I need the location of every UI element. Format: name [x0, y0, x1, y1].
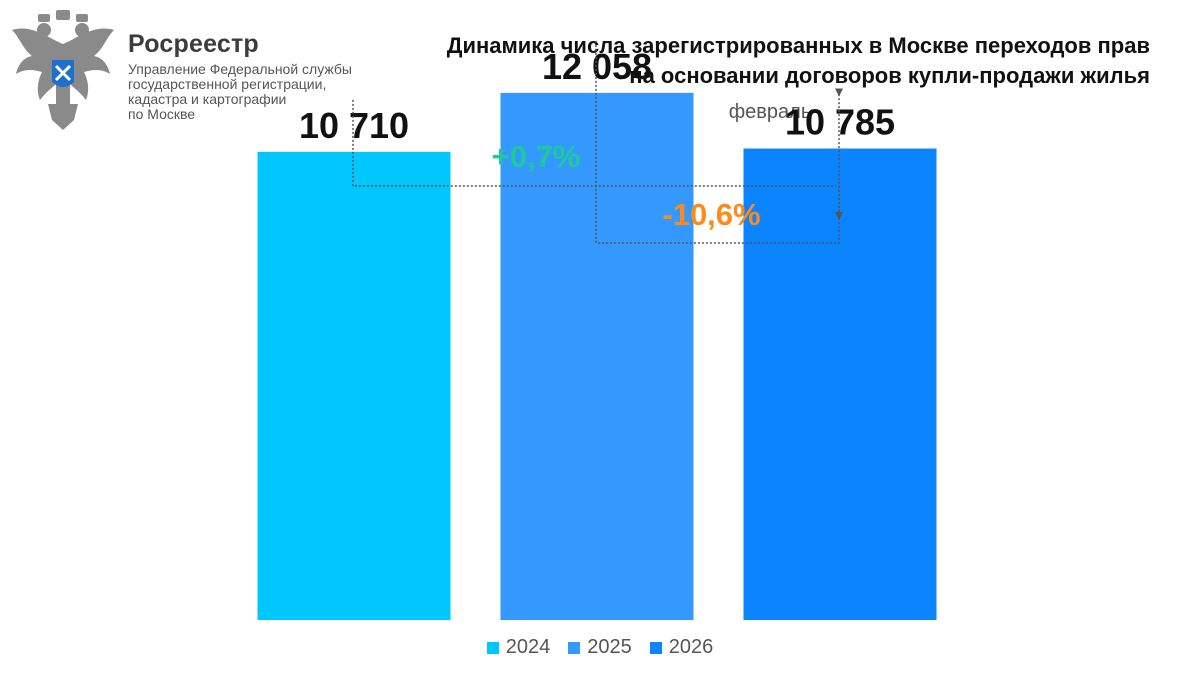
legend-item-2026: 2026	[649, 636, 714, 659]
bar-value-label: 10 785	[785, 102, 895, 143]
org-subtitle-line: кадастра и картографии	[128, 91, 287, 107]
change-bracket	[595, 40, 840, 244]
bar-2025	[500, 92, 694, 621]
chart-title-line: на основании договоров купли-продажи жил…	[629, 63, 1150, 88]
arrow-head-icon	[835, 88, 843, 97]
chart-title-line: Динамика числа зарегистрированных в Моск…	[446, 33, 1150, 58]
org-subtitle-line: Управление Федеральной службы	[128, 61, 352, 77]
emblem-icon	[12, 10, 114, 130]
legend-item-2024: 2024	[486, 636, 551, 659]
org-subtitle: Управление Федеральной службы государств…	[128, 62, 352, 122]
chart-legend: 2024 2025 2026	[0, 636, 1200, 659]
legend-item-2025: 2025	[568, 636, 632, 659]
org-subtitle-line: государственной регистрации,	[128, 76, 327, 92]
org-subtitle-line: по Москве	[128, 106, 196, 122]
legend-label: 2024	[505, 636, 551, 658]
legend-swatch	[486, 641, 499, 654]
bar-2024	[257, 151, 451, 620]
change-label: +0,7%	[492, 139, 581, 174]
legend-label: 2025	[587, 636, 632, 658]
bar-value-label: 12 058	[542, 46, 652, 87]
change-label: -10,6%	[662, 197, 760, 232]
chart-subtitle: февраль	[728, 101, 812, 123]
legend-label: 2026	[668, 636, 714, 658]
legend-swatch	[568, 641, 581, 654]
bar-2026	[743, 148, 937, 620]
chart-title: Динамика числа зарегистрированных в Моск…	[390, 31, 1150, 91]
legend-swatch	[649, 641, 662, 654]
bar-value-label: 10 710	[299, 105, 409, 146]
org-name: Росреестр	[128, 30, 259, 58]
